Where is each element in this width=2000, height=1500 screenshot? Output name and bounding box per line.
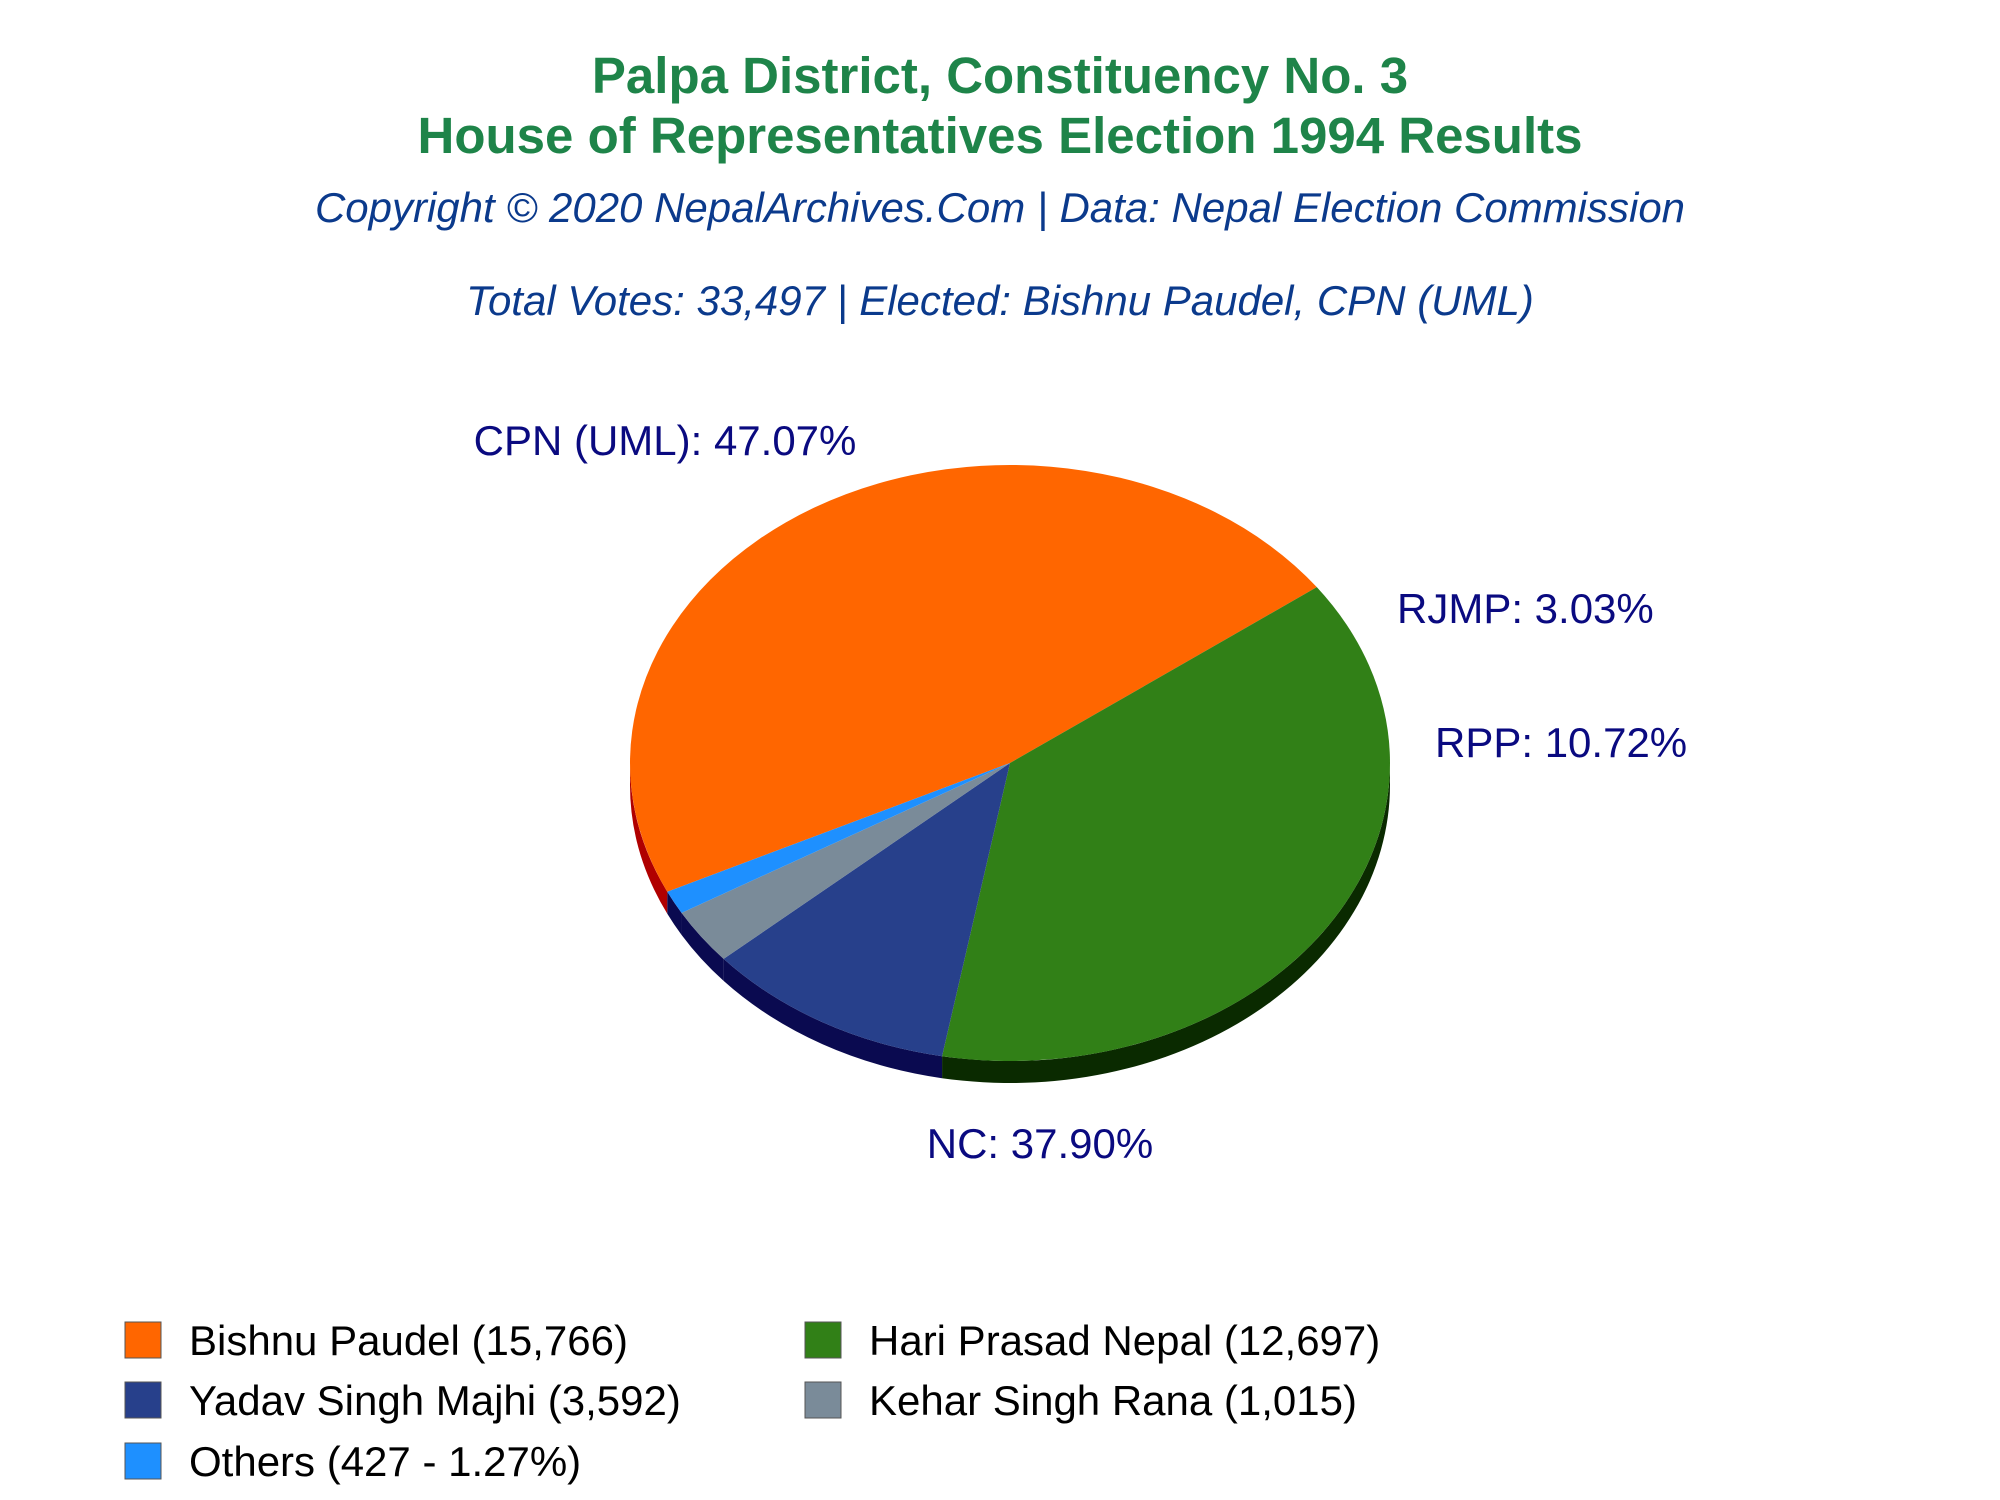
copyright-subtitle: Copyright © 2020 NepalArchives.Com | Dat…	[315, 184, 1685, 232]
legend-swatch-4	[124, 1442, 162, 1480]
pie-slice-rpp	[723, 763, 1010, 1057]
slice-label-nc: NC: 37.90%	[927, 1120, 1153, 1167]
legend-label-0: Bishnu Paudel (15,766)	[189, 1317, 628, 1364]
pie-depth-rpp	[723, 958, 943, 1079]
slice-label-rpp: RPP: 10.72%	[1435, 719, 1687, 766]
pie-depth-layer	[630, 763, 1390, 1083]
pie-slices	[629, 464, 1391, 1061]
legend-swatch-2	[124, 1381, 162, 1419]
slice-label-cpn-uml-: CPN (UML): 47.07%	[474, 417, 857, 464]
pie-depth-others	[667, 891, 682, 935]
pie-depth-cpn-uml-	[630, 763, 668, 914]
chart-title-line2: House of Representatives Election 1994 R…	[418, 107, 1583, 164]
legend: Bishnu Paudel (15,766) Hari Prasad Nepal …	[124, 1317, 1380, 1485]
summary-subtitle: Total Votes: 33,497 | Elected: Bishnu Pa…	[466, 277, 1534, 325]
pie-slice-others	[667, 763, 1010, 913]
legend-swatch-0	[124, 1321, 162, 1359]
pie-slice-rjmp	[681, 763, 1010, 959]
legend-swatch-1	[804, 1321, 842, 1359]
legend-label-2: Yadav Singh Majhi (3,592)	[189, 1377, 681, 1424]
slice-label-rjmp: RJMP: 3.03%	[1397, 585, 1654, 632]
pie-depth-rjmp	[681, 912, 724, 981]
legend-label-3: Kehar Singh Rana (1,015)	[869, 1377, 1357, 1424]
pie-slice-cpn-uml-	[629, 464, 1317, 892]
legend-swatch-3	[804, 1381, 842, 1419]
pie-slice-labels: CPN (UML): 47.07% NC: 37.90% RPP: 10.72% RJ…	[474, 417, 1688, 1167]
chart-title-line1: Palpa District, Constituency No. 3	[592, 47, 1408, 104]
legend-label-4: Others (427 - 1.27%)	[189, 1438, 581, 1485]
legend-label-1: Hari Prasad Nepal (12,697)	[869, 1317, 1380, 1364]
pie-slice-nc	[942, 587, 1391, 1061]
